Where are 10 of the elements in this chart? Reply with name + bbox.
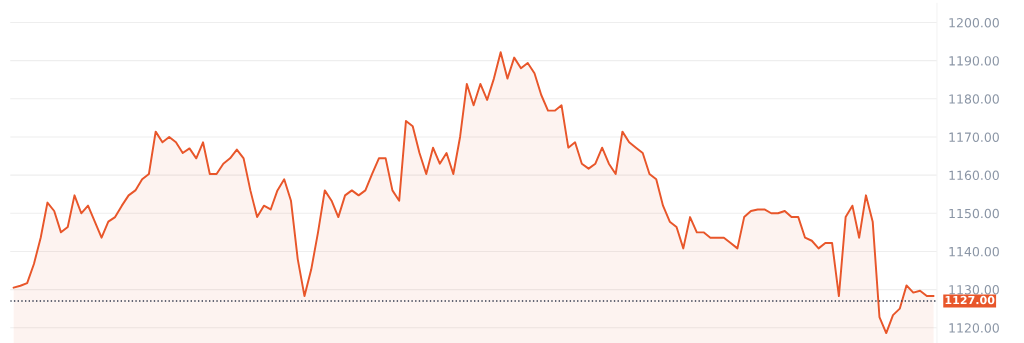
y-tick-label: 1160.00 [949, 170, 999, 181]
y-tick-label: 1140.00 [949, 246, 999, 257]
y-tick-label: 1150.00 [949, 208, 999, 219]
y-tick-label: 1170.00 [949, 132, 999, 142]
ref-line-label: 1127.00 [945, 295, 995, 305]
y-tick-label: 1130.00 [949, 285, 999, 295]
y-tick-label: 1200.00 [949, 17, 999, 28]
y-tick-label: 1120.00 [949, 323, 999, 333]
y-tick-label: 1190.00 [949, 56, 999, 66]
y-tick-label: 1180.00 [949, 94, 999, 104]
